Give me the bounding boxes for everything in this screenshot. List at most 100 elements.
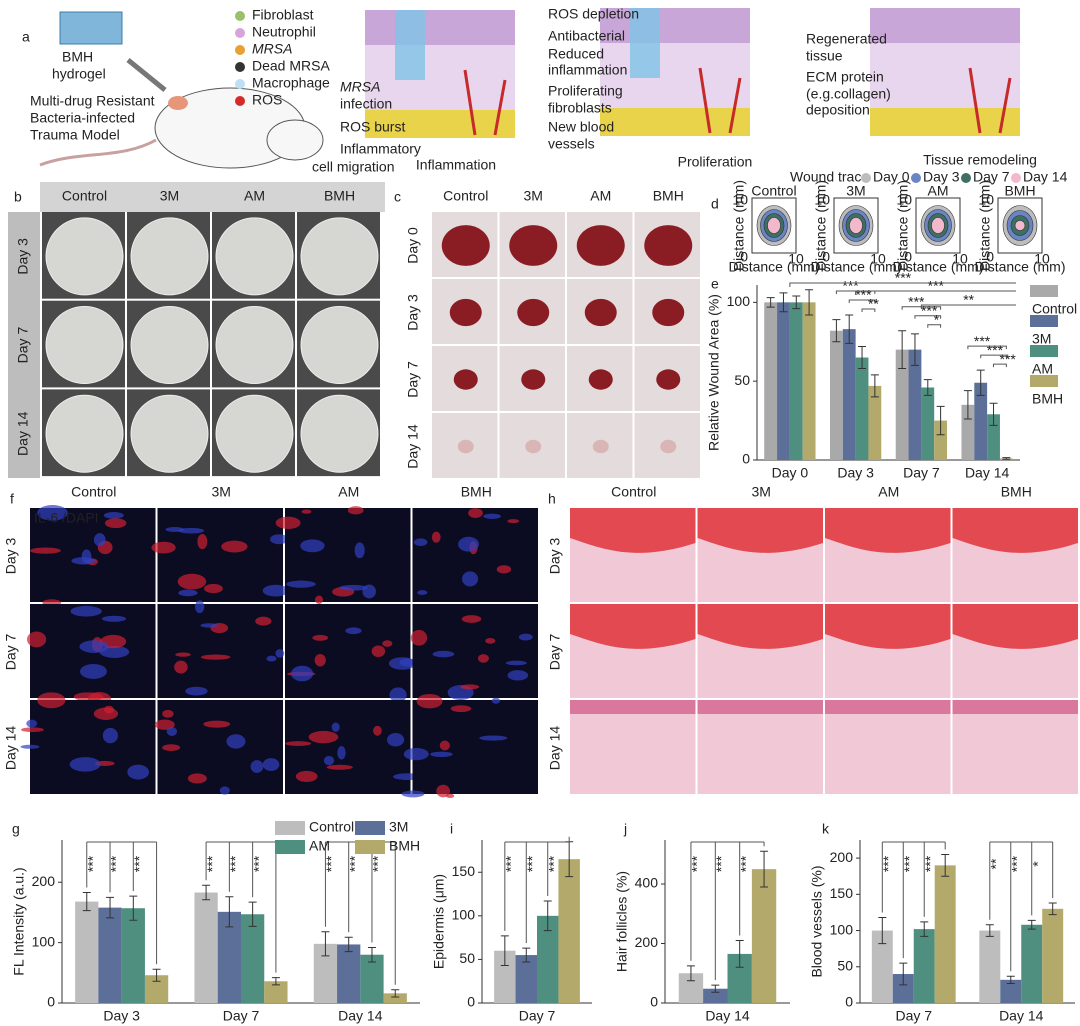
error-bar <box>1027 919 1036 930</box>
model-caption: Trauma Model <box>30 127 120 143</box>
error-bar <box>899 962 908 986</box>
plate <box>45 217 124 296</box>
legend-icon <box>235 28 245 38</box>
y-tick-label: 0 <box>47 994 55 1010</box>
fluor-spot <box>339 584 368 591</box>
column-label: AM <box>338 484 359 500</box>
vessels <box>698 67 742 134</box>
x-tick-label: Day 7 <box>895 1008 932 1024</box>
fluor-spot <box>102 727 118 744</box>
fluor-spot <box>270 534 289 545</box>
significance-label: *** <box>1008 855 1024 872</box>
stage-note: tissue <box>806 48 843 64</box>
fluor-spot <box>162 744 181 752</box>
error-bar <box>735 940 744 968</box>
error-bar <box>989 402 998 426</box>
bar <box>241 914 265 1003</box>
legend-swatch <box>1030 375 1058 387</box>
row-label: Day 14 <box>547 726 563 771</box>
fluor-bg <box>412 508 538 602</box>
error-bar <box>898 330 907 370</box>
skin-fat <box>870 108 1020 136</box>
error-bar <box>870 374 879 398</box>
column-label: BMH <box>461 484 492 500</box>
fluor-spot <box>71 557 96 565</box>
x-tick-label: Day 14 <box>705 1008 750 1024</box>
fluor-spot <box>401 790 425 798</box>
legend-label: Control <box>309 819 354 835</box>
fluor-spot <box>314 595 324 604</box>
legend-label: 3M <box>1032 331 1051 347</box>
fluor-spot <box>399 658 416 667</box>
fluor-spot <box>178 527 205 534</box>
stage-note: infection <box>340 96 392 112</box>
plot-title: 3M <box>846 183 865 199</box>
fluor-spot <box>37 692 66 709</box>
column-label: 3M <box>160 188 179 204</box>
fluor-spot <box>255 616 272 626</box>
stage-note: (e.g.collagen) <box>806 86 891 102</box>
scab <box>697 604 823 649</box>
wound <box>652 298 685 327</box>
histo-bg <box>570 700 696 794</box>
fluor-spot <box>21 727 44 733</box>
significance-bracket <box>861 308 876 312</box>
significance-label: *** <box>921 302 938 318</box>
bar <box>979 930 1001 1003</box>
column-label: 3M <box>524 188 543 204</box>
error-bar <box>976 369 985 396</box>
significance-bracket <box>967 345 1007 350</box>
error-bar <box>963 390 972 420</box>
legend-label: Day 14 <box>1023 169 1068 185</box>
wound <box>576 225 625 266</box>
bar <box>383 993 407 1003</box>
y-axis-label: Distance (mm) <box>813 180 829 271</box>
tick-label: 10 <box>978 192 994 208</box>
error-bar <box>500 935 509 967</box>
error-bar <box>522 947 531 963</box>
skin-fat <box>365 110 515 138</box>
tick-label: 0 <box>740 249 748 265</box>
legend-label: Neutrophil <box>252 24 316 40</box>
stage-note: cell migration <box>312 159 394 175</box>
fluor-spot <box>439 740 450 751</box>
legend-swatch <box>355 821 385 835</box>
fluor-spot <box>93 533 106 547</box>
significance-label: *** <box>922 855 938 872</box>
x-tick-label: Day 7 <box>903 465 940 481</box>
legend-label: Dead MRSA <box>252 58 330 74</box>
bar <box>921 387 935 460</box>
y-tick-label: 150 <box>830 885 854 901</box>
plate <box>300 217 379 296</box>
bar <box>1042 908 1064 1003</box>
column-label: BMH <box>653 188 684 204</box>
legend-label: MRSA <box>252 41 292 57</box>
fluor-spot <box>93 707 119 721</box>
fluor-spot <box>200 623 218 628</box>
fluor-spot <box>204 583 223 594</box>
error-bar <box>202 884 211 901</box>
skin-dermis <box>365 45 515 110</box>
error-bar <box>832 319 841 343</box>
wound <box>656 369 681 390</box>
fluor-spot <box>29 547 61 554</box>
fluor-spot <box>345 627 362 635</box>
row-label: Day 3 <box>405 294 421 331</box>
fluor-spot <box>301 509 312 514</box>
fluor-spot <box>295 770 318 782</box>
tick-label: 10 <box>732 192 748 208</box>
row-label: Day 3 <box>547 538 563 575</box>
fluor-spot <box>286 580 316 588</box>
epidermis <box>825 700 951 714</box>
significance-label: *** <box>204 855 220 872</box>
legend-title: Wound trace <box>790 169 869 185</box>
fluor-spot <box>373 725 382 736</box>
panel-letter: c <box>394 189 401 205</box>
bar <box>337 944 361 1003</box>
bar <box>144 975 169 1003</box>
scab <box>952 604 1078 649</box>
bar <box>537 915 559 1003</box>
legend-label: BMH <box>389 838 420 854</box>
error-bar <box>985 924 994 937</box>
y-axis-label: Blood vessels (%) <box>809 865 825 977</box>
